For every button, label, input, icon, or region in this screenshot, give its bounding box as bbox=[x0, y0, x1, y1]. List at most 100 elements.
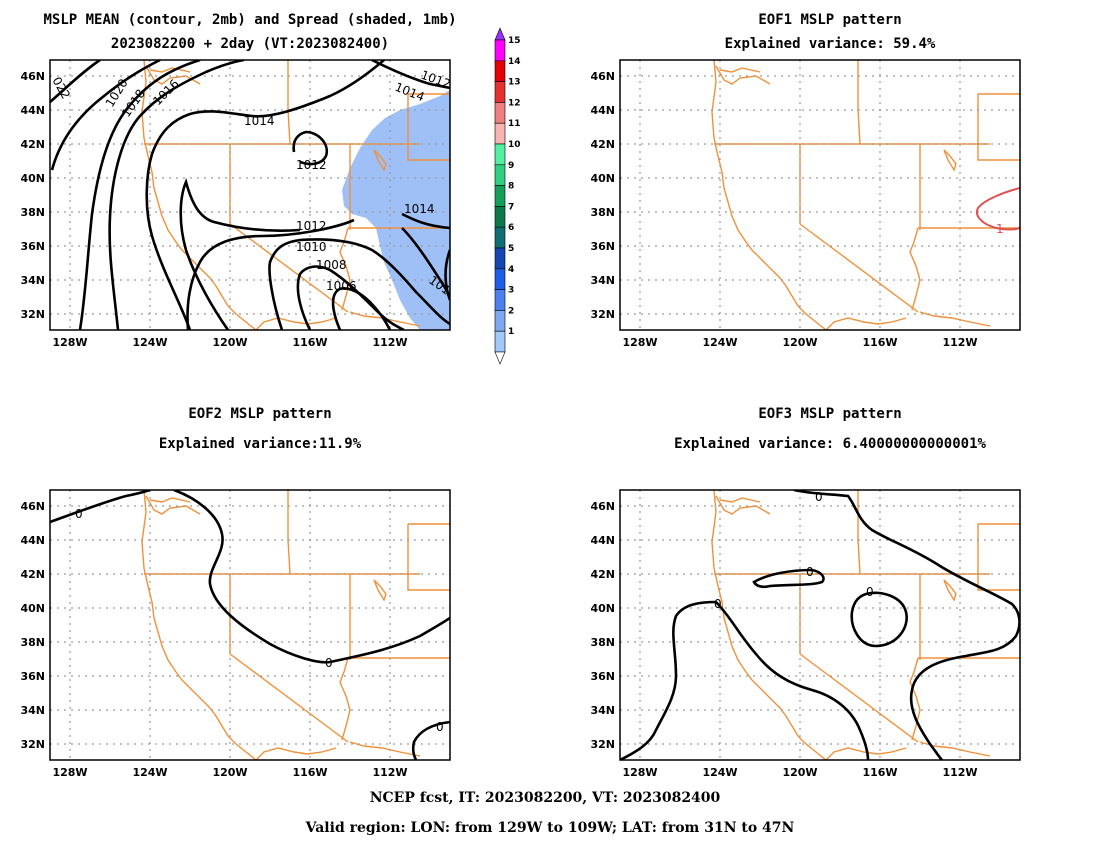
contour-label: 0 bbox=[714, 597, 722, 611]
eof1-title-line2: Explained variance: 59.4% bbox=[725, 36, 936, 52]
eof2-gridlines bbox=[50, 490, 450, 760]
colorbar-label: 2 bbox=[508, 306, 514, 316]
colorbar-label: 14 bbox=[508, 57, 521, 67]
mean-gridlines bbox=[50, 60, 450, 330]
lon-tick-label: 120W bbox=[212, 766, 247, 779]
eof2-map-frame bbox=[49, 489, 451, 761]
colorbar-swatch bbox=[494, 268, 506, 290]
lat-tick-label: 42N bbox=[590, 138, 615, 151]
eof1-map-frame bbox=[619, 59, 1021, 331]
lat-tick-label: 46N bbox=[20, 500, 45, 513]
lon-tick-label: 116W bbox=[292, 336, 327, 349]
lat-tick-label: 38N bbox=[20, 636, 45, 649]
lon-tick-label: 112W bbox=[942, 766, 977, 779]
lat-tick-label: 38N bbox=[590, 206, 615, 219]
lat-tick-label: 40N bbox=[590, 602, 615, 615]
lon-tick-label: 120W bbox=[782, 336, 817, 349]
lat-tick-label: 34N bbox=[590, 704, 615, 717]
eof3-title-line1: EOF3 MSLP pattern bbox=[758, 406, 901, 422]
colorbar-swatch bbox=[494, 289, 506, 311]
lat-tick-label: 34N bbox=[20, 704, 45, 717]
lat-tick-label: 40N bbox=[20, 172, 45, 185]
lat-tick-label: 46N bbox=[20, 70, 45, 83]
spread-colorbar: 15 14 13 12 11 10 9 8 7 6 5 4 3 2 1 bbox=[494, 27, 521, 365]
lat-tick-label: 42N bbox=[590, 568, 615, 581]
colorbar-label: 6 bbox=[508, 223, 514, 233]
contour-label: 1012 bbox=[296, 158, 327, 172]
colorbar-swatch bbox=[494, 247, 506, 270]
mean-panel: 022 1020 1018 1016 1014 1012 1012 1012 1… bbox=[49, 59, 452, 331]
lat-tick-label: 32N bbox=[590, 738, 615, 751]
contour-label: 1014 bbox=[393, 80, 427, 104]
eof2-title-line1: EOF2 MSLP pattern bbox=[188, 406, 331, 422]
contour-label: 0 bbox=[325, 656, 333, 670]
lon-tick-label: 112W bbox=[372, 336, 407, 349]
colorbar-swatch bbox=[494, 122, 506, 145]
lat-tick-label: 38N bbox=[20, 206, 45, 219]
contour-label: 0 bbox=[866, 585, 874, 599]
colorbar-swatch bbox=[494, 81, 506, 103]
lon-tick-label: 128W bbox=[622, 336, 657, 349]
colorbar-label: 9 bbox=[508, 161, 514, 171]
colorbar-swatch bbox=[494, 185, 506, 207]
lon-tick-label: 124W bbox=[132, 766, 167, 779]
contour-label: 1 bbox=[996, 222, 1004, 236]
contour-label: 022 bbox=[49, 75, 73, 102]
lon-tick-label: 116W bbox=[862, 336, 897, 349]
lat-tick-label: 44N bbox=[20, 104, 45, 117]
colorbar-top-arrow bbox=[494, 27, 506, 41]
lat-tick-label: 36N bbox=[590, 240, 615, 253]
lat-tick-label: 36N bbox=[590, 670, 615, 683]
mean-title-line2: 2023082200 + 2day (VT:2023082400) bbox=[111, 36, 389, 52]
lat-tick-label: 46N bbox=[590, 500, 615, 513]
lon-tick-label: 116W bbox=[292, 766, 327, 779]
contour-label: 1014 bbox=[404, 202, 435, 216]
colorbar-label: 3 bbox=[508, 286, 514, 296]
contour-label: 1012 bbox=[419, 68, 452, 92]
lat-tick-label: 44N bbox=[590, 534, 615, 547]
lon-tick-label: 128W bbox=[52, 336, 87, 349]
lon-tick-label: 116W bbox=[862, 766, 897, 779]
contour-label: 0 bbox=[815, 490, 823, 504]
lat-tick-label: 32N bbox=[590, 308, 615, 321]
colorbar-label: 13 bbox=[508, 78, 521, 88]
mean-contour-labels: 022 1020 1018 1016 1014 1012 1012 1012 1… bbox=[49, 68, 452, 302]
eof3-title-line2: Explained variance: 6.40000000000001% bbox=[674, 436, 986, 452]
lat-tick-label: 38N bbox=[590, 636, 615, 649]
colorbar-swatch bbox=[494, 39, 506, 62]
lon-tick-label: 124W bbox=[132, 336, 167, 349]
lat-tick-label: 44N bbox=[20, 534, 45, 547]
lat-tick-label: 40N bbox=[20, 602, 45, 615]
contour-label: 0 bbox=[806, 565, 814, 579]
lat-tick-label: 34N bbox=[20, 274, 45, 287]
colorbar-label: 10 bbox=[508, 140, 521, 150]
eof1-panel: 1 bbox=[619, 59, 1021, 331]
lat-tick-label: 36N bbox=[20, 670, 45, 683]
colorbar-swatch bbox=[494, 164, 506, 186]
mean-map-frame bbox=[49, 59, 451, 331]
eof1-gridlines bbox=[620, 60, 1020, 330]
mslp-contours bbox=[50, 60, 450, 330]
lon-tick-label: 112W bbox=[372, 766, 407, 779]
colorbar-bottom-arrow bbox=[494, 351, 506, 365]
eof1-title-line1: EOF1 MSLP pattern bbox=[758, 12, 901, 28]
eof3-zero-contours bbox=[620, 490, 1020, 760]
colorbar-swatch bbox=[494, 206, 506, 228]
colorbar-swatch bbox=[494, 310, 506, 332]
footer-valid-region: Valid region: LON: from 129W to 109W; LA… bbox=[305, 820, 795, 836]
colorbar-label: 11 bbox=[508, 119, 521, 129]
eof2-title-line2: Explained variance:11.9% bbox=[159, 436, 362, 452]
eof3-gridlines bbox=[620, 490, 1020, 760]
colorbar-swatch bbox=[494, 60, 506, 82]
colorbar-swatch bbox=[494, 143, 506, 166]
colorbar-label: 4 bbox=[508, 265, 514, 275]
eof1-positive-contour bbox=[976, 187, 1020, 231]
footer-forecast-info: NCEP fcst, IT: 2023082200, VT: 202308240… bbox=[370, 790, 721, 806]
lon-tick-label: 120W bbox=[782, 766, 817, 779]
lon-tick-label: 120W bbox=[212, 336, 247, 349]
axis-tick-labels: 46N 44N 42N 40N 38N 36N 34N 32N 128W 124W 120W 116W… bbox=[20, 70, 977, 779]
contour-label: 1014 bbox=[244, 114, 275, 128]
colorbar-label: 15 bbox=[508, 36, 521, 46]
eof2-panel: 0 0 0 bbox=[49, 489, 451, 761]
